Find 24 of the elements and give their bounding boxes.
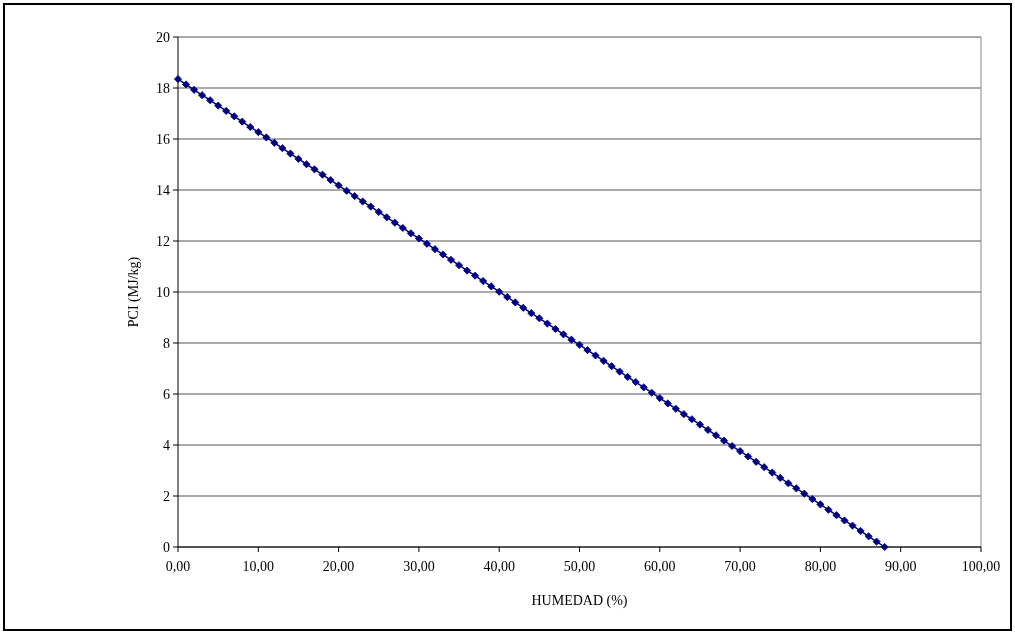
y-tick-label: 12 <box>156 233 170 249</box>
x-tick-label: 80,00 <box>804 559 837 574</box>
x-tick-label: 20,00 <box>322 559 355 574</box>
x-tick-label: 70,00 <box>724 559 756 574</box>
y-tick-label: 4 <box>163 437 170 453</box>
x-tick-label: 30,00 <box>403 559 435 574</box>
x-tick-label: 10,00 <box>242 559 275 574</box>
x-axis-title: HUMEDAD (%) <box>531 593 628 609</box>
y-tick-label: 8 <box>163 335 170 351</box>
x-tick-label: 60,00 <box>644 559 676 574</box>
y-tick-label: 0 <box>163 539 170 555</box>
x-tick-label: 40,00 <box>483 559 515 574</box>
y-tick-label: 20 <box>156 29 170 45</box>
x-tick-label: 90,00 <box>884 559 917 574</box>
y-tick-label: 14 <box>156 182 170 198</box>
y-tick-label: 2 <box>163 488 170 504</box>
x-tick-label: 0,00 <box>165 559 191 574</box>
x-tick-label: 50,00 <box>563 559 596 574</box>
x-tick-label: 100,00 <box>961 559 1001 574</box>
y-tick-label: 6 <box>163 386 170 402</box>
y-tick-label: 16 <box>156 131 170 147</box>
y-tick-label: 18 <box>156 80 170 96</box>
y-tick-label: 10 <box>156 284 170 300</box>
y-axis-title: PCI (MJ/kg) <box>126 256 142 328</box>
